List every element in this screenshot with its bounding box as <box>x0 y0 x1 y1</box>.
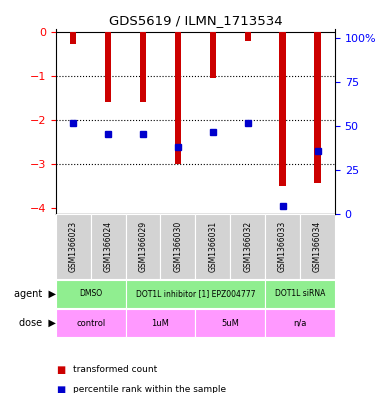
Bar <box>70 32 76 44</box>
Text: DMSO: DMSO <box>79 289 102 298</box>
Text: ■: ■ <box>56 385 65 393</box>
Bar <box>195 309 265 337</box>
Bar <box>265 280 335 308</box>
Text: DOT1L inhibitor [1] EPZ004777: DOT1L inhibitor [1] EPZ004777 <box>136 289 255 298</box>
Text: GSM1366029: GSM1366029 <box>139 221 147 272</box>
Text: GSM1366030: GSM1366030 <box>173 221 182 272</box>
Text: GSM1366023: GSM1366023 <box>69 221 78 272</box>
Bar <box>126 280 265 308</box>
Text: dose  ▶: dose ▶ <box>19 318 56 328</box>
Text: GSM1366034: GSM1366034 <box>313 221 322 272</box>
Bar <box>210 32 216 78</box>
Bar <box>230 214 265 279</box>
Bar <box>91 214 126 279</box>
Bar <box>280 32 286 186</box>
Title: GDS5619 / ILMN_1713534: GDS5619 / ILMN_1713534 <box>109 14 282 27</box>
Text: ■: ■ <box>56 365 65 375</box>
Bar <box>56 214 91 279</box>
Bar <box>126 214 161 279</box>
Bar <box>195 214 230 279</box>
Text: GSM1366024: GSM1366024 <box>104 221 113 272</box>
Bar <box>265 214 300 279</box>
Text: 5uM: 5uM <box>221 319 239 328</box>
Bar <box>56 309 126 337</box>
Bar <box>105 32 111 102</box>
Text: control: control <box>76 319 105 328</box>
Text: GSM1366031: GSM1366031 <box>208 221 218 272</box>
Text: percentile rank within the sample: percentile rank within the sample <box>73 385 226 393</box>
Text: GSM1366033: GSM1366033 <box>278 221 287 272</box>
Bar <box>175 32 181 165</box>
Bar <box>315 32 321 184</box>
Bar <box>244 32 251 41</box>
Bar <box>265 309 335 337</box>
Bar <box>140 32 146 102</box>
Text: n/a: n/a <box>293 319 307 328</box>
Text: transformed count: transformed count <box>73 365 157 375</box>
Bar <box>300 214 335 279</box>
Text: GSM1366032: GSM1366032 <box>243 221 252 272</box>
Text: 1uM: 1uM <box>152 319 169 328</box>
Text: DOT1L siRNA: DOT1L siRNA <box>275 289 325 298</box>
Text: agent  ▶: agent ▶ <box>14 289 56 299</box>
Bar <box>56 280 126 308</box>
Bar <box>126 309 195 337</box>
Bar <box>161 214 195 279</box>
